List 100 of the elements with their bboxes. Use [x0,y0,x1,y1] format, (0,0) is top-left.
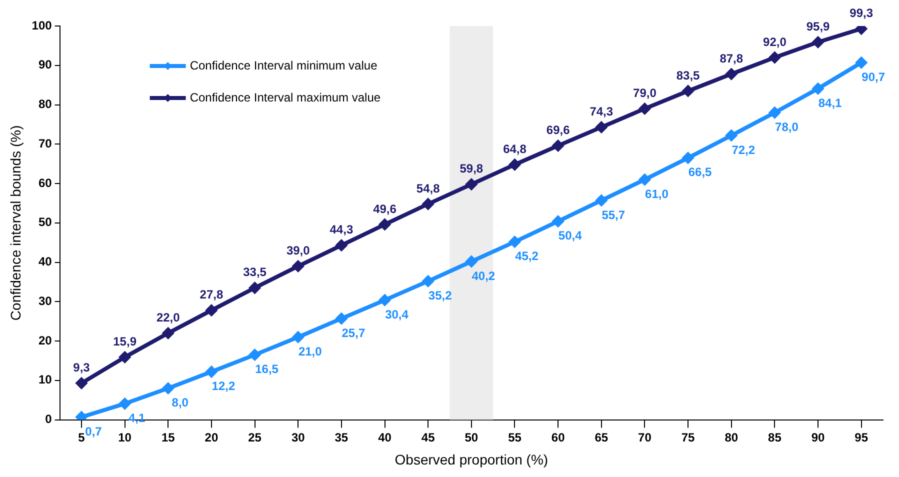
point [249,282,260,294]
point [812,36,824,48]
point [596,122,607,133]
data-label: 87,8 [720,51,744,66]
data-label: 22,0 [156,310,180,324]
data-label: 74,3 [590,104,614,119]
point [162,382,174,394]
data-label: 92,0 [763,34,787,49]
data-label: 66,5 [688,165,712,180]
y-tick-label: 70 [38,136,52,150]
data-label: 99,3 [850,6,874,20]
y-tick-label: 80 [38,97,52,112]
point [379,294,390,306]
data-label: 49,6 [373,202,397,216]
x-tick-label: 65 [594,430,608,444]
x-tick-label: 45 [421,430,436,444]
legend-label: Confidence Interval minimum value [190,58,378,72]
data-label: 33,5 [243,265,267,280]
data-label: 16,5 [255,362,279,376]
y-tick-label: 40 [38,254,52,269]
data-label: 21,0 [298,344,322,358]
data-label: 39,0 [286,244,310,258]
data-label: 79,0 [633,86,657,100]
data-label: 27,8 [200,288,224,302]
data-label: 25,7 [342,326,366,340]
data-label: 64,8 [503,142,527,156]
point [639,174,650,186]
point [76,378,87,389]
data-label: 15,9 [113,334,137,348]
point [422,276,434,287]
data-label: 72,2 [732,142,756,157]
point [509,236,520,248]
x-tick-label: 20 [204,430,218,444]
data-label: 78,0 [775,120,799,134]
point [292,332,304,343]
data-label: 61,0 [645,186,669,201]
x-tick-label: 30 [291,430,306,444]
point [726,130,737,141]
y-tick-label: 20 [38,333,52,348]
data-label: 69,6 [546,123,570,138]
point [119,352,130,363]
x-tick-label: 5 [78,430,86,444]
data-label: 9,3 [73,360,90,374]
point [422,198,434,210]
point [466,256,477,267]
data-label: 40,2 [472,268,496,283]
data-label: 95,9 [806,19,830,34]
point [509,159,520,170]
y-tick-label: 100 [32,18,52,32]
x-tick-label: 85 [768,430,782,444]
x-tick-label: 75 [681,430,696,444]
data-label: 84,1 [818,96,842,110]
data-label: 8,0 [172,396,189,410]
y-tick-label: 60 [38,176,52,190]
data-label: 44,3 [330,222,354,237]
point [769,52,780,64]
x-tick-label: 35 [334,430,348,444]
data-label: 45,2 [515,249,539,264]
point [292,260,304,272]
x-axis-title: Observed proportion (%) [394,451,548,468]
data-label: 12,2 [212,379,236,394]
point [336,313,347,324]
data-label: 83,5 [676,68,700,82]
point [856,57,867,68]
point [682,152,694,164]
x-tick-label: 70 [638,430,652,444]
x-tick-label: 60 [551,430,566,444]
data-label: 35,2 [428,288,452,302]
x-tick-label: 40 [378,430,392,444]
point [726,68,737,80]
point [682,85,694,96]
point [119,398,130,410]
point [552,140,564,152]
point [552,216,564,227]
y-tick-label: 30 [38,294,52,308]
point [206,366,217,378]
legend-label: Confidence Interval maximum value [190,90,381,104]
x-tick-label: 10 [118,430,132,444]
y-tick-label: 50 [38,215,52,230]
point [812,83,824,94]
x-tick-label: 55 [508,430,522,444]
y-tick-label: 0 [45,412,52,426]
point [639,103,650,114]
data-label: 0,7 [85,424,102,438]
data-label: 54,8 [416,181,440,196]
x-tick-label: 90 [811,430,826,444]
point [379,218,390,230]
point [249,349,260,360]
point [162,328,174,339]
data-label: 50,4 [558,228,582,243]
data-label: 30,4 [385,307,409,322]
point [466,178,477,190]
data-label: 55,7 [602,208,626,222]
data-label: 59,8 [460,162,484,176]
x-tick-label: 80 [724,430,738,444]
y-tick-label: 90 [38,58,52,72]
point [206,304,217,316]
y-axis-title: Confidence interval bounds (%) [7,125,24,321]
point [596,194,607,206]
y-tick-label: 10 [38,372,52,387]
